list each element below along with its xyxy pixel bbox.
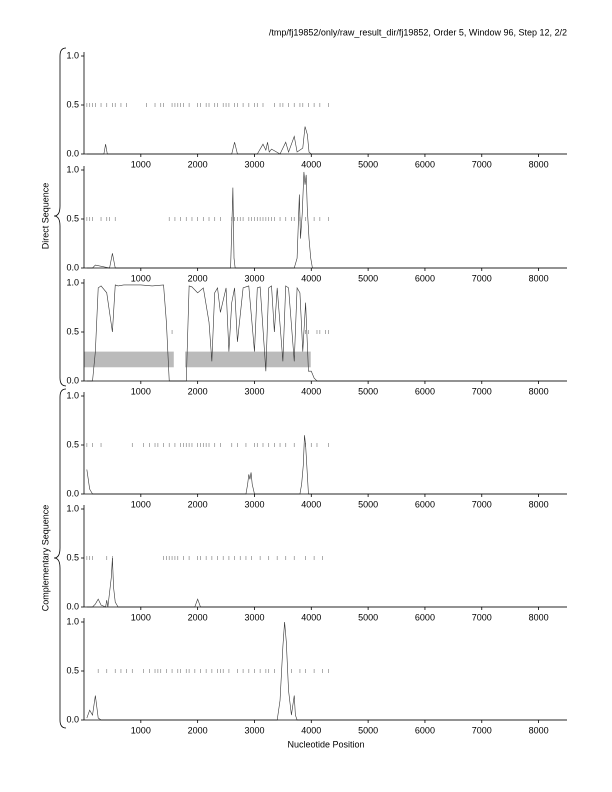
x-tick-label: 3000 bbox=[244, 386, 264, 396]
region-band bbox=[185, 351, 311, 368]
x-tick-label: 8000 bbox=[529, 499, 549, 509]
x-tick-label: 3000 bbox=[244, 273, 264, 283]
x-tick-label: 4000 bbox=[301, 386, 321, 396]
x-tick-label: 8000 bbox=[529, 273, 549, 283]
score-line bbox=[86, 621, 567, 721]
x-tick-label: 1000 bbox=[131, 159, 151, 169]
x-tick-label: 6000 bbox=[415, 612, 435, 622]
x-tick-label: 8000 bbox=[529, 725, 549, 735]
x-tick-label: 2000 bbox=[188, 273, 208, 283]
region-band bbox=[84, 351, 174, 368]
x-tick-label: 7000 bbox=[472, 273, 492, 283]
y-tick-label: 1.0 bbox=[66, 277, 79, 287]
score-line bbox=[86, 435, 567, 495]
group-label: Direct Sequence bbox=[40, 183, 50, 250]
score-line bbox=[86, 557, 567, 608]
x-tick-label: 5000 bbox=[358, 725, 378, 735]
y-tick-label: 0.5 bbox=[66, 439, 79, 449]
x-tick-label: 3000 bbox=[244, 499, 264, 509]
y-tick-label: 0.5 bbox=[66, 552, 79, 562]
y-tick-label: 0.5 bbox=[66, 665, 79, 675]
x-tick-label: 1000 bbox=[131, 273, 151, 283]
y-tick-label: 0.0 bbox=[66, 488, 79, 498]
brace bbox=[53, 47, 67, 387]
x-tick-label: 7000 bbox=[472, 725, 492, 735]
group-label: Complementary Sequence bbox=[40, 505, 50, 612]
brace bbox=[53, 388, 67, 729]
x-axis-label: Nucleotide Position bbox=[287, 739, 364, 749]
x-tick-label: 5000 bbox=[358, 499, 378, 509]
y-tick-label: 1.0 bbox=[66, 616, 79, 626]
x-tick-label: 2000 bbox=[188, 499, 208, 509]
x-tick-label: 7000 bbox=[472, 386, 492, 396]
y-tick-label: 1.0 bbox=[66, 503, 79, 513]
x-tick-label: 4000 bbox=[301, 612, 321, 622]
title: /tmp/fj19852/only/raw_result_dir/fj19852… bbox=[269, 27, 567, 37]
x-tick-label: 6000 bbox=[415, 725, 435, 735]
x-tick-label: 3000 bbox=[244, 159, 264, 169]
y-tick-label: 0.0 bbox=[66, 601, 79, 611]
x-tick-label: 5000 bbox=[358, 273, 378, 283]
y-tick-label: 0.0 bbox=[66, 714, 79, 724]
y-tick-label: 0.0 bbox=[66, 375, 79, 385]
x-tick-label: 2000 bbox=[188, 386, 208, 396]
score-line bbox=[86, 171, 567, 269]
score-line bbox=[86, 284, 567, 382]
x-tick-label: 1000 bbox=[131, 725, 151, 735]
x-tick-label: 6000 bbox=[415, 386, 435, 396]
x-tick-label: 3000 bbox=[244, 612, 264, 622]
x-tick-label: 1000 bbox=[131, 612, 151, 622]
y-tick-label: 0.5 bbox=[66, 99, 79, 109]
x-tick-label: 7000 bbox=[472, 159, 492, 169]
x-tick-label: 8000 bbox=[529, 386, 549, 396]
x-tick-label: 6000 bbox=[415, 273, 435, 283]
x-tick-label: 4000 bbox=[301, 725, 321, 735]
y-tick-label: 1.0 bbox=[66, 390, 79, 400]
x-tick-label: 2000 bbox=[188, 159, 208, 169]
x-tick-label: 6000 bbox=[415, 499, 435, 509]
x-tick-label: 7000 bbox=[472, 612, 492, 622]
y-tick-label: 1.0 bbox=[66, 164, 79, 174]
x-tick-label: 6000 bbox=[415, 159, 435, 169]
y-tick-label: 1.0 bbox=[66, 50, 79, 60]
x-tick-label: 7000 bbox=[472, 499, 492, 509]
score-line bbox=[86, 126, 567, 155]
x-tick-label: 1000 bbox=[131, 499, 151, 509]
x-tick-label: 8000 bbox=[529, 159, 549, 169]
x-tick-label: 4000 bbox=[301, 273, 321, 283]
x-tick-label: 2000 bbox=[188, 725, 208, 735]
x-tick-label: 8000 bbox=[529, 612, 549, 622]
x-tick-label: 1000 bbox=[131, 386, 151, 396]
y-tick-label: 0.5 bbox=[66, 213, 79, 223]
x-tick-label: 3000 bbox=[244, 725, 264, 735]
x-tick-label: 4000 bbox=[301, 499, 321, 509]
y-tick-label: 0.5 bbox=[66, 326, 79, 336]
x-tick-label: 5000 bbox=[358, 386, 378, 396]
y-tick-label: 0.0 bbox=[66, 262, 79, 272]
y-tick-label: 0.0 bbox=[66, 148, 79, 158]
x-tick-label: 5000 bbox=[358, 612, 378, 622]
x-tick-label: 2000 bbox=[188, 612, 208, 622]
x-tick-label: 5000 bbox=[358, 159, 378, 169]
x-tick-label: 4000 bbox=[301, 159, 321, 169]
